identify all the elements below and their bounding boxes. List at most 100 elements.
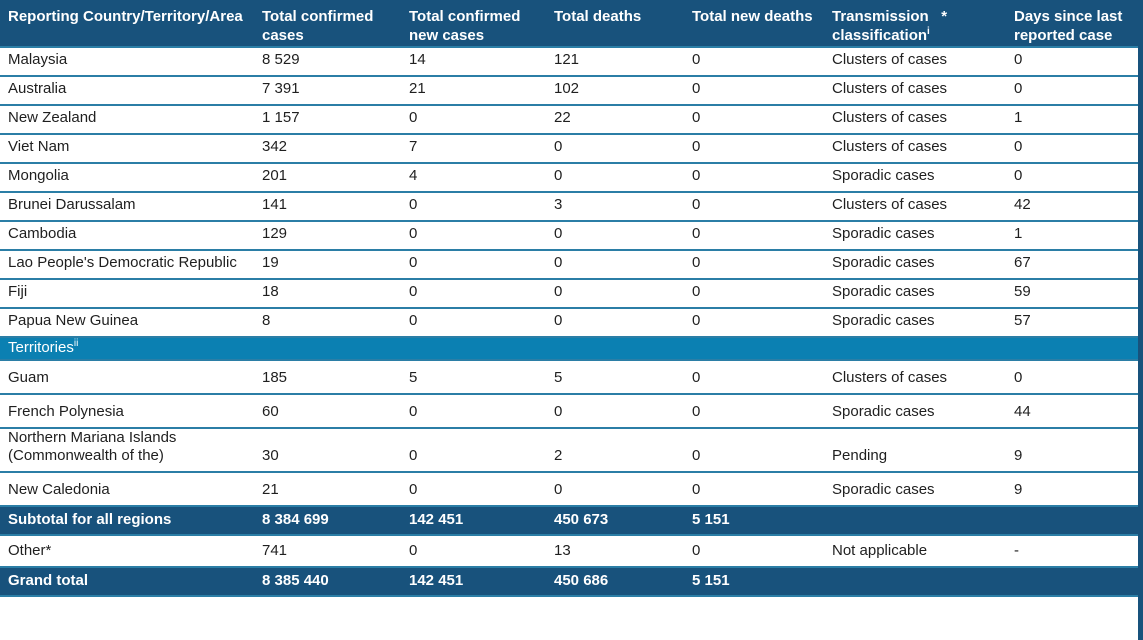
header-line: Total deaths [554, 8, 642, 25]
cell-total-confirmed-cases: 8 385 440 [248, 567, 395, 596]
table-row-viet-nam: Viet Nam 342 7 0 0 Clusters of cases 0 [0, 134, 1143, 163]
header-line: Total confirmed [262, 8, 374, 25]
cell-total-new-deaths: 0 [692, 80, 701, 97]
cell-total-deaths: 13 [554, 542, 571, 559]
cell-days-since-last-reported-case [1000, 506, 1143, 535]
cell-transmission-classification: Clusters of cases [832, 369, 948, 386]
cell-transmission-classification: Sporadic cases [832, 254, 935, 271]
cell-transmission-classification: Sporadic cases [832, 481, 935, 498]
section-row-territories: Territoriesii [0, 337, 1143, 360]
cell-total-deaths: 3 [554, 196, 563, 213]
header-line: Transmission * [832, 8, 948, 25]
cell-days-since-last-reported-case: 0 [1014, 369, 1023, 386]
cell-total-confirmed-cases: 201 [262, 167, 288, 184]
cell-total-confirmed-new-cases: 142 451 [395, 567, 540, 596]
cell-total-confirmed-new-cases: 0 [409, 225, 418, 242]
cell-total-deaths: 22 [554, 109, 571, 126]
cell-total-confirmed-new-cases: 0 [409, 312, 418, 329]
cell-total-confirmed-cases: 185 [262, 369, 288, 386]
cell-days-since-last-reported-case: 9 [1014, 481, 1023, 498]
table-row-new-zealand: New Zealand 1 157 0 22 0 Clusters of cases 1 [0, 105, 1143, 134]
cell-total-new-deaths: 0 [692, 225, 701, 242]
cell-days-since-last-reported-case: 0 [1014, 80, 1023, 97]
cell-days-since-last-reported-case: 57 [1014, 312, 1031, 329]
header-line: new cases [409, 27, 485, 44]
cell-total-confirmed-new-cases: 5 [409, 369, 418, 386]
column-header-reporting-country: Reporting Country/Territory/Area [0, 0, 248, 47]
table-row-lao-people-s-democratic-republic: Lao People's Democratic Republic 19 0 0 0 Spo… [0, 250, 1143, 279]
cell-total-confirmed-new-cases: 4 [409, 167, 418, 184]
table-row-northern-mariana-islands-commonwealth-of-the: Northern Mariana Islands (Commonwealth o… [0, 428, 1143, 472]
column-header-total-confirmed-new-cases: Total confirmed new cases [395, 0, 540, 47]
cell-total-confirmed-cases: 19 [262, 254, 279, 271]
row-label: Viet Nam [8, 138, 70, 155]
row-label: New Caledonia [8, 481, 110, 498]
cell-total-new-deaths: 0 [692, 369, 701, 386]
cell-total-confirmed-cases: 60 [262, 403, 279, 420]
cell-total-confirmed-new-cases: 142 451 [395, 506, 540, 535]
cell-days-since-last-reported-case [1000, 567, 1143, 596]
column-header-days-since-last-reported-case: Days since last reported case [1000, 0, 1143, 47]
cell-transmission-classification: Clusters of cases [832, 109, 948, 126]
cell-transmission-classification: Clusters of cases [832, 196, 948, 213]
cell-total-deaths: 0 [554, 283, 563, 300]
cell-total-confirmed-cases: 342 [262, 138, 288, 155]
cell-total-confirmed-cases: 30 [262, 447, 279, 464]
table-row-brunei-darussalam: Brunei Darussalam 141 0 3 0 Clusters of cases… [0, 192, 1143, 221]
cell-total-new-deaths: 5 151 [678, 567, 818, 596]
cell-transmission-classification: Sporadic cases [832, 403, 935, 420]
header-line: Total new deaths [692, 8, 813, 25]
table-row-other: Other* 741 0 13 0 Not applicable - [0, 535, 1143, 567]
header-line: classification [832, 27, 928, 44]
total-row-subtotal-for-all-regions: Subtotal for all regions 8 384 699 142 451… [0, 506, 1143, 535]
cell-total-confirmed-new-cases: 0 [409, 481, 418, 498]
table-row-french-polynesia: French Polynesia 60 0 0 0 Sporadic cases 44 [0, 394, 1143, 428]
cell-total-confirmed-new-cases: 0 [409, 196, 418, 213]
cell-total-new-deaths: 0 [692, 447, 701, 464]
cell-total-deaths: 0 [554, 481, 563, 498]
cell-total-new-deaths: 0 [692, 312, 701, 329]
cell-days-since-last-reported-case: 0 [1014, 51, 1023, 68]
table-row-guam: Guam 185 5 5 0 Clusters of cases 0 [0, 360, 1143, 394]
cell-total-new-deaths: 0 [692, 283, 701, 300]
cell-total-confirmed-new-cases: 0 [409, 254, 418, 271]
row-label: Other* [8, 542, 52, 559]
cell-total-confirmed-cases: 8 529 [262, 51, 300, 68]
row-label: Grand total [0, 567, 248, 596]
table-row-papua-new-guinea: Papua New Guinea 8 0 0 0 Sporadic cases 57 [0, 308, 1143, 337]
cell-transmission-classification: Not applicable [832, 542, 928, 559]
table-row-cambodia: Cambodia 129 0 0 0 Sporadic cases 1 [0, 221, 1143, 250]
header-line: Days since last [1014, 8, 1123, 25]
cell-total-confirmed-cases: 18 [262, 283, 279, 300]
row-label: New Zealand [8, 109, 97, 126]
cell-days-since-last-reported-case: 9 [1014, 447, 1023, 464]
cell-total-confirmed-new-cases: 0 [409, 109, 418, 126]
row-label: Papua New Guinea [8, 312, 139, 329]
cell-total-confirmed-cases: 741 [262, 542, 288, 559]
cell-days-since-last-reported-case: 44 [1014, 403, 1031, 420]
cell-total-deaths: 0 [554, 138, 563, 155]
column-header-total-confirmed-cases: Total confirmed cases [248, 0, 395, 47]
cell-transmission-classification [818, 567, 1000, 596]
header-line: Total confirmed [409, 8, 521, 25]
cell-days-since-last-reported-case: 0 [1014, 138, 1023, 155]
cell-transmission-classification: Clusters of cases [832, 80, 948, 97]
cell-total-deaths: 0 [554, 254, 563, 271]
cell-total-confirmed-new-cases: 0 [409, 542, 418, 559]
table-row-malaysia: Malaysia 8 529 14 121 0 Clusters of cases 0 [0, 47, 1143, 76]
cell-total-new-deaths: 0 [692, 542, 701, 559]
row-label: French Polynesia [8, 403, 124, 420]
cell-total-deaths: 0 [554, 312, 563, 329]
row-label: Mongolia [8, 167, 69, 184]
cell-total-confirmed-new-cases: 0 [409, 447, 418, 464]
cell-total-deaths: 0 [554, 167, 563, 184]
total-row-grand-total: Grand total 8 385 440 142 451 450 686 5 151 [0, 567, 1143, 596]
cell-total-confirmed-cases: 141 [262, 196, 288, 213]
header-footnote-marker: i [927, 26, 930, 37]
cell-total-confirmed-new-cases: 0 [409, 403, 418, 420]
row-label: Lao People's Democratic Republic [8, 254, 237, 271]
cell-days-since-last-reported-case: 67 [1014, 254, 1031, 271]
cell-total-confirmed-new-cases: 0 [409, 283, 418, 300]
cell-days-since-last-reported-case: - [1014, 542, 1019, 559]
cell-total-confirmed-cases: 1 157 [262, 109, 300, 126]
